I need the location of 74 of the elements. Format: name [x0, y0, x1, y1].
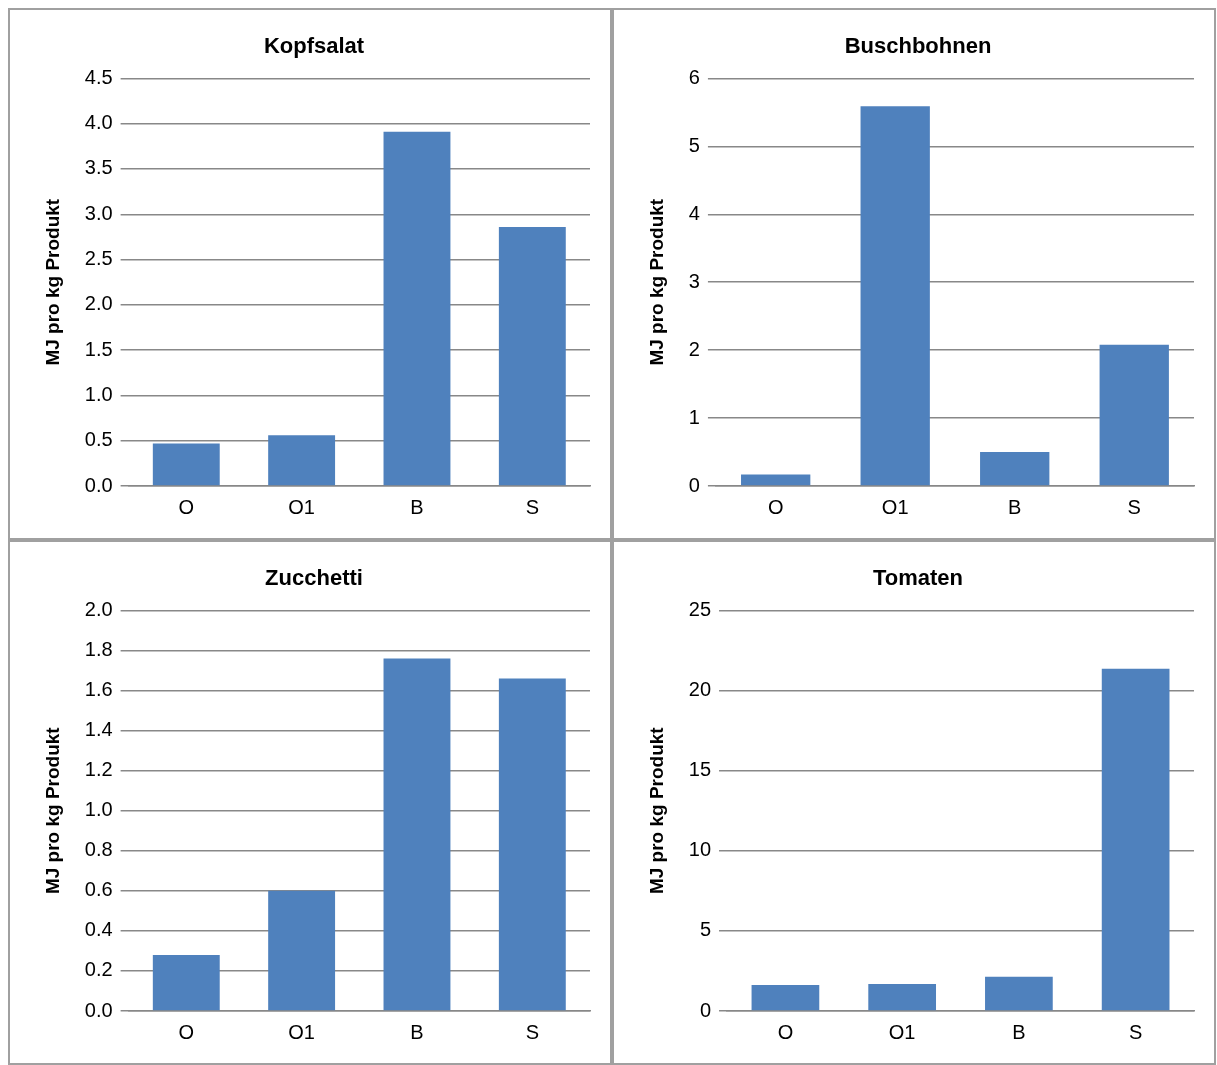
- x-tick-label: O1: [881, 495, 909, 518]
- y-tick-label: 10: [688, 838, 712, 861]
- x-tick-label: S: [1128, 1020, 1143, 1043]
- y-axis-title: MJ pro kg Produkt: [645, 198, 667, 366]
- y-tick-label: 4.5: [84, 65, 113, 88]
- y-tick-label: 15: [688, 758, 712, 781]
- bar: [383, 131, 451, 486]
- y-axis-title: MJ pro kg Produkt: [645, 726, 667, 895]
- x-tick-label: S: [525, 1020, 539, 1043]
- bar: [1099, 344, 1169, 486]
- y-tick-label: 3.0: [84, 201, 113, 224]
- y-tick-label: 1.2: [84, 758, 113, 781]
- y-tick-label: 3: [688, 269, 700, 292]
- bar: [751, 985, 820, 1011]
- x-tick-label: O: [767, 495, 784, 518]
- x-tick-label: O: [178, 495, 195, 518]
- x-tick-label: O: [178, 1020, 195, 1043]
- y-tick-label: 1.0: [84, 382, 113, 405]
- bar: [383, 658, 451, 1011]
- y-tick-label: 0: [688, 473, 700, 496]
- bar: [868, 983, 937, 1011]
- y-tick-label: 5: [699, 918, 712, 941]
- y-tick-label: 0.0: [84, 473, 113, 496]
- bar: [1101, 668, 1170, 1011]
- bar: [268, 890, 336, 1011]
- bar: [498, 678, 566, 1011]
- bar: [268, 435, 336, 486]
- x-tick-label: S: [525, 495, 539, 518]
- chart-title: Kopfsalat: [263, 33, 365, 59]
- bar: [985, 976, 1053, 1011]
- x-tick-label: O1: [888, 1020, 916, 1043]
- y-tick-label: 20: [688, 678, 712, 701]
- x-tick-label: B: [1012, 1020, 1026, 1043]
- y-tick-label: 2.0: [84, 597, 113, 620]
- chart-title: Buschbohnen: [844, 33, 992, 59]
- y-axis-title: MJ pro kg Produkt: [41, 726, 63, 895]
- y-tick-label: 0.4: [84, 918, 113, 941]
- y-tick-label: 4.0: [84, 111, 113, 134]
- y-tick-label: 1.4: [84, 718, 113, 741]
- x-tick-label: B: [410, 495, 424, 518]
- bar: [860, 106, 930, 486]
- y-tick-label: 0.6: [84, 878, 113, 901]
- bar: [152, 443, 220, 486]
- x-tick-label: O: [777, 1020, 794, 1043]
- y-tick-label: 1.5: [84, 337, 113, 360]
- bar: [152, 954, 220, 1011]
- y-tick-label: 1: [688, 405, 700, 428]
- bar: [741, 474, 811, 486]
- y-tick-label: 1.6: [84, 678, 113, 701]
- y-tick-label: 2.5: [84, 247, 113, 270]
- x-tick-label: S: [1127, 495, 1141, 518]
- y-tick-label: 5: [688, 133, 700, 156]
- y-tick-label: 1.8: [84, 637, 113, 660]
- y-tick-label: 0.8: [84, 838, 113, 861]
- x-tick-label: O1: [288, 495, 315, 518]
- chart-title: Zucchetti: [265, 565, 363, 591]
- chart-title: Tomaten: [872, 565, 964, 591]
- y-tick-label: 3.5: [84, 156, 113, 179]
- y-tick-label: 0.0: [84, 998, 113, 1021]
- y-tick-label: 2.0: [84, 292, 113, 315]
- y-tick-label: 6: [688, 65, 700, 88]
- y-tick-label: 25: [688, 597, 712, 620]
- y-tick-label: 0.2: [84, 958, 113, 981]
- y-tick-label: 0: [699, 998, 712, 1021]
- x-tick-label: B: [410, 1020, 424, 1043]
- y-tick-label: 0.5: [84, 428, 113, 451]
- y-tick-label: 2: [688, 337, 700, 360]
- y-axis-title: MJ pro kg Produkt: [41, 198, 63, 366]
- x-tick-label: O1: [288, 1020, 315, 1043]
- bar: [498, 226, 566, 486]
- x-tick-label: B: [1008, 495, 1022, 518]
- y-tick-label: 1.0: [84, 798, 113, 821]
- bar: [980, 452, 1050, 486]
- y-tick-label: 4: [688, 201, 700, 224]
